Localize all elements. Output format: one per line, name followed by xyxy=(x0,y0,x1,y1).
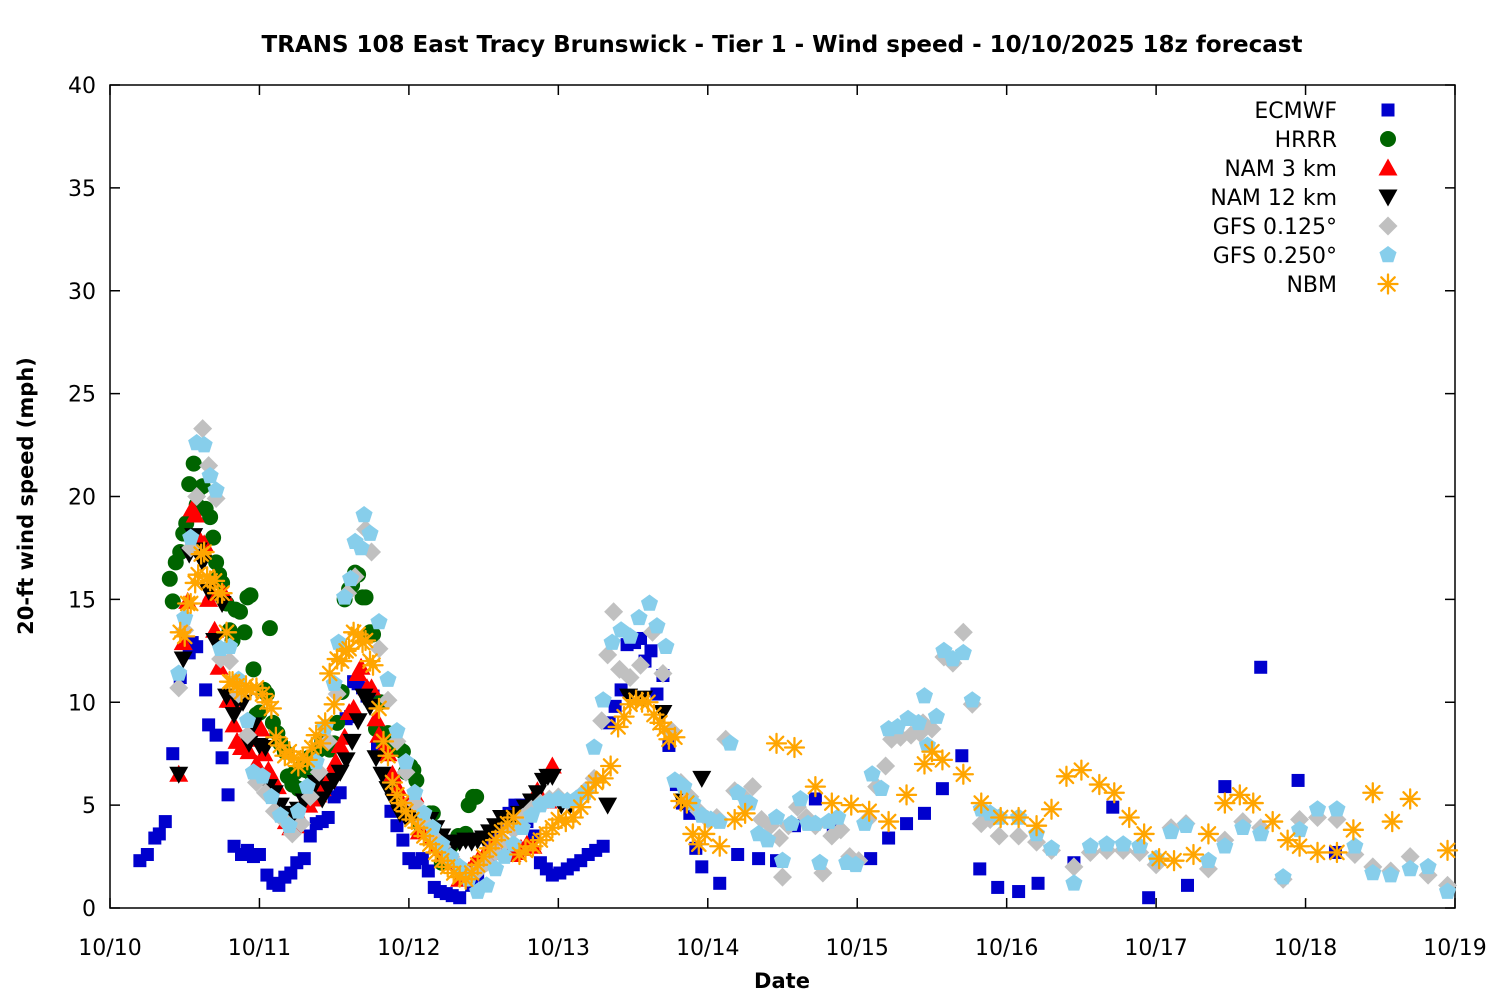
y-tick-label: 10 xyxy=(68,691,96,716)
legend-marker-pentagon-icon xyxy=(1379,246,1397,263)
y-tick-label: 20 xyxy=(68,486,96,511)
legend-entry-gfs-0-250-: GFS 0.250° xyxy=(1213,244,1397,269)
legend-label: NAM 3 km xyxy=(1224,157,1337,182)
y-tick-label: 40 xyxy=(68,74,96,99)
x-tick-label: 10/17 xyxy=(1124,936,1187,961)
x-tick-label: 10/13 xyxy=(527,936,590,961)
legend-marker-square-icon xyxy=(1381,103,1395,117)
series-nbm xyxy=(169,541,1459,890)
series-hrrr xyxy=(161,455,485,871)
y-tick-label: 30 xyxy=(68,280,96,305)
y-tick-label: 15 xyxy=(68,588,96,613)
y-tick-label: 25 xyxy=(68,383,96,408)
legend-label: GFS 0.125° xyxy=(1213,215,1337,240)
legend-label: ECMWF xyxy=(1254,99,1337,124)
x-tick-label: 10/10 xyxy=(78,936,141,961)
legend-marker-asterisk-icon xyxy=(1377,273,1399,295)
y-tick-label: 35 xyxy=(68,177,96,202)
x-tick-label: 10/15 xyxy=(826,936,889,961)
x-tick-label: 10/16 xyxy=(975,936,1038,961)
legend-entry-ecmwf: ECMWF xyxy=(1254,99,1395,124)
legend-label: HRRR xyxy=(1275,128,1337,153)
legend-entry-nam-3-km: NAM 3 km xyxy=(1224,157,1398,182)
y-tick-label: 5 xyxy=(82,794,96,819)
x-tick-label: 10/11 xyxy=(228,936,291,961)
x-tick-label: 10/14 xyxy=(676,936,739,961)
legend-marker-triangle-down-icon xyxy=(1378,189,1398,207)
legend-label: NBM xyxy=(1286,273,1337,298)
legend-label: NAM 12 km xyxy=(1210,186,1337,211)
legend-marker-circle-icon xyxy=(1380,131,1396,147)
legend: ECMWF HRRR NAM 3 km NAM 12 km GFS 0.125° GFS … xyxy=(1210,99,1399,298)
chart-title: TRANS 108 East Tracy Brunswick - Tier 1 … xyxy=(262,32,1303,58)
legend-entry-hrrr: HRRR xyxy=(1275,128,1396,153)
plot-frame: 10/10 10/11 10/12 10/13 10/14 10/15 10/16 10/17… xyxy=(68,74,1487,961)
y-tick-label: 0 xyxy=(82,897,96,922)
legend-label: GFS 0.250° xyxy=(1213,244,1337,269)
x-tick-label: 10/12 xyxy=(377,936,440,961)
x-tick-label: 10/18 xyxy=(1274,936,1337,961)
legend-entry-nam-12-km: NAM 12 km xyxy=(1210,186,1398,211)
x-tick-label: 10/19 xyxy=(1423,936,1486,961)
y-axis-label: 20-ft wind speed (mph) xyxy=(14,357,38,635)
legend-entry-nbm: NBM xyxy=(1286,273,1399,298)
legend-marker-diamond-icon xyxy=(1378,216,1398,236)
data-series xyxy=(133,419,1459,905)
x-axis-label: Date xyxy=(754,969,810,993)
legend-marker-triangle-up-icon xyxy=(1378,158,1398,176)
legend-entry-gfs-0-125-: GFS 0.125° xyxy=(1213,215,1398,240)
